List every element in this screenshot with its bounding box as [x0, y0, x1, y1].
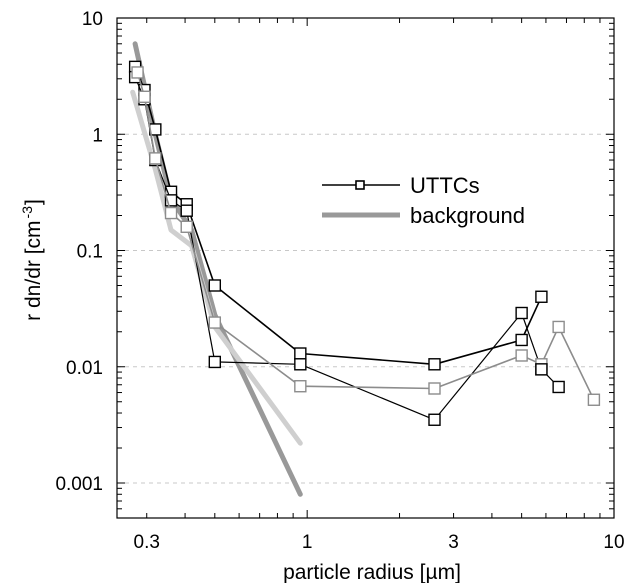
data-point-marker	[515, 306, 528, 320]
data-point-marker	[428, 382, 441, 395]
data-point-marker	[180, 204, 193, 217]
data-point-marker	[149, 152, 162, 165]
y-axis-label-close: ]	[22, 199, 45, 205]
x-tick-label: 3	[448, 532, 459, 553]
data-point-marker	[515, 333, 528, 347]
legend-swatch-marker	[355, 180, 365, 190]
y-tick-label: 0.001	[55, 474, 103, 495]
y-axis-label-exponent: -3	[19, 206, 35, 219]
x-tick-label: 10	[603, 532, 624, 553]
series-line	[136, 71, 595, 401]
data-point-marker	[515, 349, 528, 362]
legend-label: UTTCs	[410, 173, 480, 198]
x-axis-label: particle radius [µm]	[283, 561, 461, 583]
legend-label: background	[410, 203, 525, 228]
y-axis-label: r dn/dr [cm-3]	[19, 199, 45, 321]
legend: UTTCs background	[322, 173, 525, 228]
y-tick-label: 1	[92, 125, 103, 146]
data-point-marker	[294, 380, 307, 393]
data-point-marker	[428, 358, 441, 371]
data-point-marker	[208, 355, 222, 369]
series-line	[134, 66, 543, 366]
data-point-marker	[294, 358, 307, 371]
y-axis-label-main: r dn/dr [cm	[22, 220, 45, 320]
data-point-marker	[535, 290, 548, 303]
data-point-marker	[428, 413, 441, 426]
data-point-marker	[138, 90, 151, 103]
data-point-marker	[164, 194, 178, 207]
series-layer	[128, 41, 601, 497]
data-point-marker	[131, 66, 144, 79]
data-point-marker	[587, 393, 601, 406]
x-tick-label: 1	[302, 532, 313, 553]
series-line	[132, 41, 303, 497]
data-point-marker	[208, 316, 222, 329]
grid-lines	[117, 133, 614, 484]
data-point-marker	[294, 347, 307, 360]
x-tick-label: 0.3	[134, 532, 160, 553]
data-point-marker	[180, 220, 193, 233]
y-tick-label: 0.01	[66, 358, 103, 379]
data-point-marker	[552, 380, 565, 394]
y-tick-label: 10	[82, 9, 103, 30]
plot-frame	[116, 17, 615, 519]
axis-ticks: 0.3 1 3 10 10 1 0.1 0.01 0.001	[55, 9, 624, 553]
data-point-marker	[164, 206, 178, 220]
y-tick-label: 0.1	[77, 242, 103, 263]
data-point-marker	[535, 363, 548, 376]
data-point-marker	[208, 279, 222, 292]
data-point-marker	[552, 320, 565, 334]
